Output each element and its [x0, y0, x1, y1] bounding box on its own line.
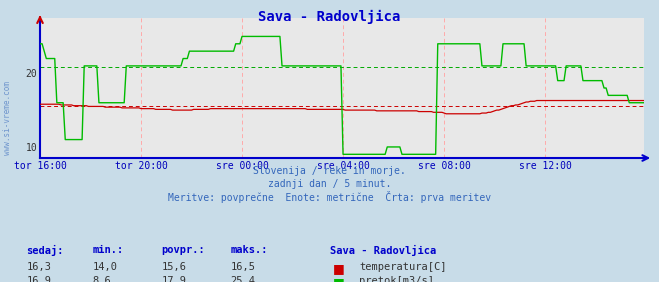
Text: 17,9: 17,9 [161, 276, 186, 282]
Text: maks.:: maks.: [231, 245, 268, 255]
Text: min.:: min.: [92, 245, 123, 255]
Text: www.si-vreme.com: www.si-vreme.com [3, 81, 13, 155]
Text: 8,6: 8,6 [92, 276, 111, 282]
Text: ■: ■ [333, 262, 345, 275]
Text: 15,6: 15,6 [161, 262, 186, 272]
Text: 16,3: 16,3 [26, 262, 51, 272]
Text: ■: ■ [333, 276, 345, 282]
Text: zadnji dan / 5 minut.: zadnji dan / 5 minut. [268, 179, 391, 188]
Text: 14,0: 14,0 [92, 262, 117, 272]
Text: Sava - Radovljica: Sava - Radovljica [258, 10, 401, 24]
Text: Sava - Radovljica: Sava - Radovljica [330, 245, 436, 256]
Text: 16,9: 16,9 [26, 276, 51, 282]
Text: Meritve: povprečne  Enote: metrične  Črta: prva meritev: Meritve: povprečne Enote: metrične Črta:… [168, 191, 491, 203]
Text: pretok[m3/s]: pretok[m3/s] [359, 276, 434, 282]
Text: sedaj:: sedaj: [26, 245, 64, 256]
Text: 16,5: 16,5 [231, 262, 256, 272]
Text: temperatura[C]: temperatura[C] [359, 262, 447, 272]
Text: 25,4: 25,4 [231, 276, 256, 282]
Text: povpr.:: povpr.: [161, 245, 205, 255]
Text: Slovenija / reke in morje.: Slovenija / reke in morje. [253, 166, 406, 176]
